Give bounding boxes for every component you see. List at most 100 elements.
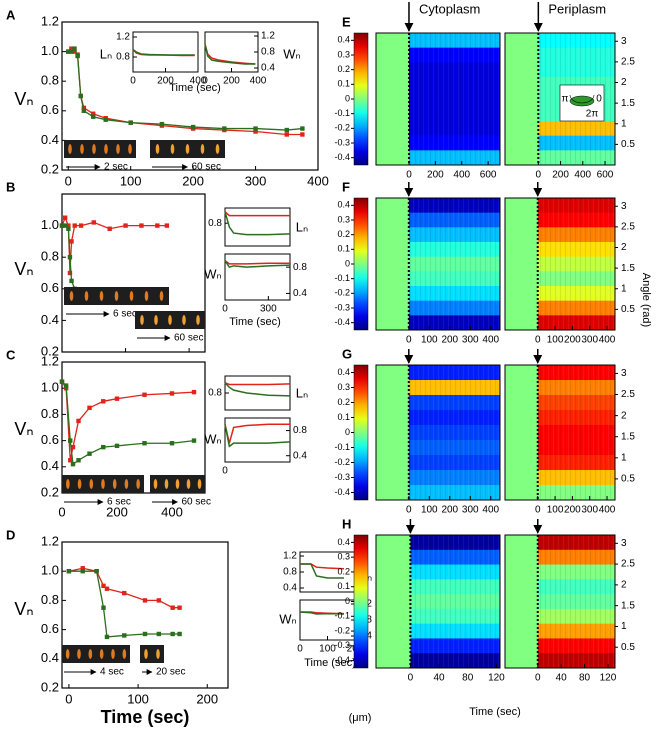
data-point — [114, 443, 120, 449]
heat-cell — [376, 440, 409, 456]
x-tick-label: 400 — [453, 170, 470, 181]
z-tick-label: 1.5 — [621, 98, 635, 109]
data-point — [142, 631, 148, 637]
heat-cell — [505, 212, 538, 228]
heat-cell — [376, 594, 411, 610]
z-tick-label: 2.5 — [621, 559, 635, 570]
heat-cell — [376, 286, 409, 302]
annotation: 60 sec — [182, 497, 211, 508]
cell-image — [80, 144, 84, 154]
y-tick-label: 1.2 — [283, 551, 297, 562]
y-tick-label: -0.2 — [334, 625, 350, 635]
texture — [408, 33, 500, 165]
data-point — [70, 444, 76, 450]
data-point — [170, 605, 175, 610]
data-point — [75, 53, 80, 59]
y-tick-label: -0.4 — [334, 655, 350, 665]
x-tick-label: 120 — [488, 673, 505, 684]
data-point — [284, 127, 289, 133]
x-axis-label: Time (sec) — [304, 657, 356, 669]
z-tick-label: 0.5 — [621, 642, 635, 653]
plot-frame — [375, 32, 501, 166]
x-tick-label: 400 — [190, 76, 207, 87]
series-line — [300, 563, 344, 579]
data-point — [122, 590, 127, 596]
y-tick-label: -0.3 — [334, 137, 350, 147]
cell-image — [200, 144, 205, 154]
data-point — [104, 586, 110, 591]
y-tick-label: 0 — [345, 596, 350, 606]
x-tick-label: 300 — [462, 335, 479, 346]
x-tick-label: 120 — [600, 673, 617, 684]
y-tick-label: 0.8 — [41, 73, 59, 88]
y-tick-label: 0.2 — [337, 397, 350, 407]
cell-image — [66, 479, 70, 489]
y-tick-label: 0.3 — [337, 382, 350, 392]
heat-cell — [505, 470, 538, 486]
heat-cell — [505, 425, 538, 441]
x-tick-label: 400 — [482, 335, 499, 346]
y-tick-label: -0.3 — [334, 302, 350, 312]
x-tick-label: 100 — [547, 505, 564, 516]
panel-letter: H — [342, 516, 351, 531]
data-point — [222, 126, 227, 131]
plot-frame — [132, 31, 199, 73]
heat-cell — [505, 535, 538, 551]
y-tick-label: 0.4 — [41, 132, 59, 147]
x-tick-label: 40 — [434, 673, 446, 684]
heat-cell — [505, 395, 538, 411]
colorbar — [353, 32, 369, 166]
z-tick-label: 2 — [621, 242, 627, 253]
x-tick-label: 200 — [196, 691, 218, 706]
data-point — [164, 223, 170, 228]
z-tick-label: 2 — [621, 410, 627, 421]
panel-title: Periplasm — [548, 1, 606, 16]
x-tick-label: 400 — [250, 76, 267, 87]
z-tick-label: 1 — [621, 118, 627, 129]
data-point — [139, 223, 144, 228]
y-tick-label: 0.8 — [283, 567, 297, 578]
cell-image — [144, 291, 149, 301]
heat-cell — [376, 106, 409, 122]
heat-cell — [376, 638, 411, 654]
y-tick-label: -0.3 — [334, 472, 350, 482]
heat-cell — [505, 271, 538, 287]
cell-image — [101, 479, 105, 489]
plot-frame — [224, 375, 291, 411]
heat-cell — [376, 150, 409, 166]
y-tick-label: 0.4 — [337, 200, 350, 210]
series-line — [224, 211, 291, 236]
unit-label: (μm) — [349, 712, 372, 724]
heat-cell — [376, 410, 409, 426]
series-line — [224, 424, 291, 448]
data-point — [69, 239, 74, 244]
heat-cell — [505, 549, 538, 566]
y-tick-label: 0.1 — [337, 581, 350, 591]
data-point — [107, 226, 112, 231]
data-point — [59, 223, 65, 228]
x-tick-label: 0 — [65, 173, 72, 188]
cell-image — [99, 291, 104, 301]
y-tick-label: 0.4 — [293, 288, 307, 299]
heat-cell — [376, 455, 409, 471]
cell-image — [154, 315, 158, 325]
cell-image — [196, 315, 200, 325]
panel-letter: E — [342, 14, 351, 29]
data-point — [66, 226, 71, 231]
x-tick-label: 400 — [482, 505, 499, 516]
heat-cell — [505, 256, 538, 272]
cell-image — [99, 649, 104, 659]
plot-frame — [204, 31, 259, 73]
plot-frame — [224, 207, 291, 247]
icon-label: 0 — [596, 94, 602, 105]
plot-frame — [504, 32, 616, 166]
data-point — [81, 108, 87, 113]
heat-cell — [505, 485, 538, 501]
texture — [408, 365, 500, 500]
panel-letter: D — [6, 527, 15, 542]
x-tick-label: 400 — [161, 504, 183, 519]
x-axis-label: Time (sec) — [229, 316, 281, 328]
heat-cell — [505, 653, 538, 669]
y-tick-label: -0.3 — [334, 640, 350, 650]
z-tick-label: 2.5 — [621, 389, 635, 400]
